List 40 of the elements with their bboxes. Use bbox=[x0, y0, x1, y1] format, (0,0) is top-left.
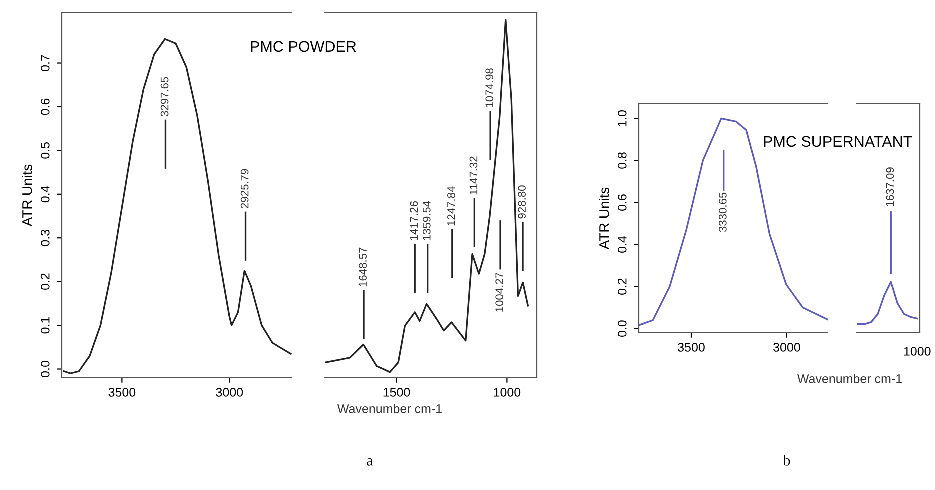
annotation: 1147.32 bbox=[470, 156, 478, 195]
y-tick-label: 0.3 bbox=[40, 230, 50, 246]
x-axis-title: Wavenumber cm-1 bbox=[798, 374, 902, 384]
annotation: 1004.27 bbox=[496, 273, 504, 312]
x-axis-title: Wavenumber cm-1 bbox=[338, 404, 442, 414]
y-tick-label: 0.6 bbox=[618, 194, 627, 211]
annotation: 1247.84 bbox=[448, 186, 456, 226]
y-tick-label: 0.6 bbox=[40, 98, 50, 116]
y-tick-label: 0.4 bbox=[40, 186, 50, 203]
x-tick-label: 1500 bbox=[384, 388, 410, 397]
y-tick-label: 0.2 bbox=[40, 274, 50, 290]
x-tick-label: 1000 bbox=[494, 388, 521, 397]
text: PMC POWDER bbox=[251, 41, 356, 52]
x-tick-label: 3500 bbox=[108, 388, 136, 397]
annotation: 1648.57 bbox=[359, 248, 367, 287]
y-tick-label: 0.0 bbox=[40, 361, 50, 378]
text: a bbox=[367, 458, 374, 466]
x-tick-label: 3000 bbox=[216, 388, 244, 397]
annotation: 3330.65 bbox=[718, 192, 727, 232]
annotation: 1417.26 bbox=[410, 201, 418, 240]
x-tick-label: 3500 bbox=[678, 343, 705, 352]
text: b bbox=[783, 455, 790, 466]
y-tick-label: 0.8 bbox=[618, 152, 627, 169]
y-tick-label: 1.0 bbox=[618, 110, 627, 126]
y-tick-label: 0.5 bbox=[40, 142, 50, 159]
y-tick-label: 0.4 bbox=[618, 236, 627, 253]
y-tick-label: 0.7 bbox=[40, 55, 50, 72]
annotation: 2925.79 bbox=[240, 169, 249, 208]
text: 1637.09 bbox=[886, 168, 894, 206]
y-tick-label: 0.0 bbox=[618, 320, 627, 337]
annotation: 1359.54 bbox=[422, 201, 431, 240]
y-tick-label: 0.1 bbox=[40, 317, 50, 334]
x-tick-label: 3000 bbox=[774, 343, 800, 352]
annotation: 3297.65 bbox=[160, 77, 169, 117]
text: PMC SUPERNATANT bbox=[764, 136, 912, 148]
annotation: 928.80 bbox=[518, 186, 526, 219]
annotation: 1074.98 bbox=[486, 68, 494, 108]
y-axis-title: ATR Units bbox=[22, 164, 32, 227]
y-tick-label: 0.2 bbox=[618, 278, 627, 295]
y-axis-title: ATR Units bbox=[599, 188, 610, 250]
